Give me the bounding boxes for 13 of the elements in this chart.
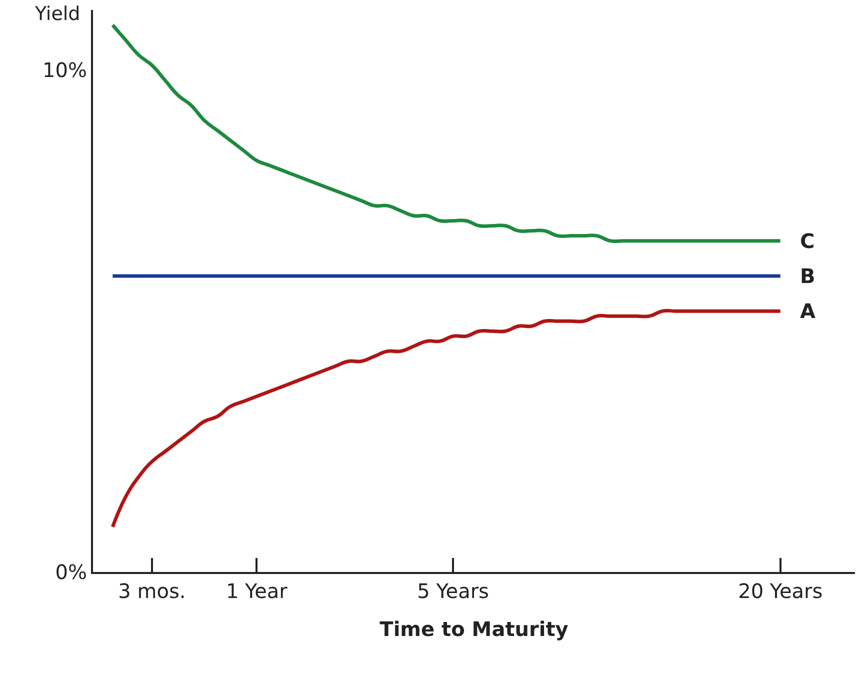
x-tick-label: 20 Years xyxy=(738,579,823,603)
x-tick-label: 5 Years xyxy=(417,579,489,603)
y-tick-label: 0% xyxy=(55,560,87,584)
line-series xyxy=(110,23,782,243)
x-tick-label: 1 Year xyxy=(226,579,288,603)
y-axis-title: Yield xyxy=(34,3,80,25)
line-series xyxy=(110,309,782,529)
series-label: C xyxy=(800,229,815,253)
series-label: B xyxy=(800,264,816,288)
x-tick-label: 3 mos. xyxy=(118,579,186,603)
series-label: A xyxy=(800,299,816,323)
y-tick-label: 10% xyxy=(42,58,87,82)
x-axis-title: Time to Maturity xyxy=(380,617,568,641)
